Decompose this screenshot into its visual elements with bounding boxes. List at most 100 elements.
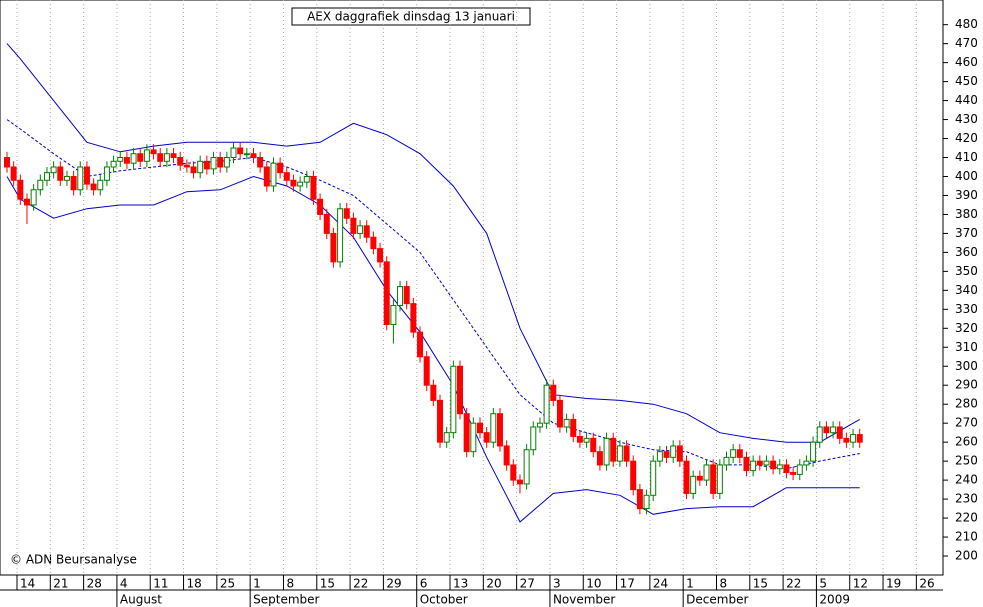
candle-body (210, 157, 217, 170)
candle-body (350, 217, 357, 234)
candle-body (3, 157, 10, 168)
candle-body (536, 422, 543, 428)
candle-body (850, 434, 857, 443)
candle-body (223, 157, 230, 168)
candle-body (403, 286, 410, 305)
candle-body (137, 153, 144, 162)
candle-body (556, 399, 563, 428)
candle-body (810, 441, 817, 462)
y-tick-label: 350 (955, 264, 978, 278)
candle-body (397, 286, 404, 307)
y-tick-label: 200 (955, 549, 978, 563)
candle-body (277, 162, 284, 174)
candle-body (250, 153, 257, 159)
candle-body (423, 356, 430, 386)
y-tick-label: 410 (955, 150, 978, 164)
month-label: August (120, 593, 162, 607)
x-tick-label: 1 (253, 577, 261, 591)
candle-body (803, 460, 810, 466)
candle-body (663, 451, 670, 458)
x-tick-label: 24 (653, 577, 668, 591)
month-label: December (686, 593, 748, 607)
candle-body (483, 432, 490, 443)
candle-body (476, 422, 483, 434)
candle-body (683, 460, 690, 494)
title-box (291, 7, 531, 26)
month-label: September (253, 593, 319, 607)
candle-body (217, 157, 224, 168)
y-tick-label: 320 (955, 321, 978, 335)
y-tick-label: 420 (955, 131, 978, 145)
candle-body (856, 434, 863, 443)
candle-body (783, 464, 790, 474)
candle-body (290, 179, 297, 187)
month-label: October (420, 593, 468, 607)
x-tick-label: 18 (187, 577, 202, 591)
candle-body (816, 426, 823, 443)
candle-body (370, 236, 377, 250)
y-tick-label: 380 (955, 207, 978, 221)
x-tick-label: 4 (120, 577, 128, 591)
candle-body (343, 208, 350, 219)
y-tick-label: 470 (955, 36, 978, 50)
y-tick-label: 480 (955, 17, 978, 31)
x-tick-label: 20 (486, 577, 501, 591)
candle-body (516, 479, 523, 485)
candle-body (37, 179, 44, 191)
candle-body (676, 445, 683, 462)
candle-body (263, 166, 270, 187)
candle-body (830, 426, 837, 434)
candle-body (450, 365, 457, 434)
candle-body (157, 153, 164, 162)
candle-body (670, 445, 677, 458)
x-tick-label: 14 (20, 577, 35, 591)
candle-body (390, 305, 397, 326)
candle-body (650, 460, 657, 496)
y-tick-label: 230 (955, 492, 978, 506)
candle-body (117, 157, 124, 162)
candle-body (90, 183, 97, 191)
candle-body (770, 460, 777, 470)
candle-body (836, 426, 843, 439)
y-tick-label: 340 (955, 283, 978, 297)
candle-body (563, 418, 570, 428)
band-middle (6, 119, 860, 470)
y-tick-label: 310 (955, 340, 978, 354)
candle-body (623, 445, 630, 462)
candle-body (303, 175, 310, 183)
candle-body (603, 437, 610, 466)
candle-body (510, 464, 517, 481)
candle-body (43, 172, 50, 181)
band-upper (6, 43, 860, 443)
y-tick-label: 390 (955, 188, 978, 202)
candle-body (457, 365, 464, 415)
candle-body (357, 225, 364, 234)
x-tick-label: 8 (719, 577, 727, 591)
candle-body (430, 384, 437, 401)
y-tick-label: 280 (955, 397, 978, 411)
x-tick-label: 12 (853, 577, 868, 591)
y-tick-label: 450 (955, 74, 978, 88)
candle-body (550, 384, 557, 401)
candle-body (643, 494, 650, 510)
candle-body (30, 189, 37, 206)
y-tick-label: 370 (955, 226, 978, 240)
month-label: November (553, 593, 615, 607)
candle-body (570, 418, 577, 437)
x-tick-label: 3 (553, 577, 561, 591)
y-tick-label: 240 (955, 473, 978, 487)
candle-body (150, 149, 157, 155)
candle-body (763, 460, 770, 466)
candle-body (636, 489, 643, 510)
candle-body (530, 426, 537, 451)
candle-body (576, 435, 583, 443)
x-tick-label: 28 (87, 577, 102, 591)
candle-body (596, 451, 603, 466)
x-tick-label: 11 (153, 577, 168, 591)
candle-body (257, 157, 264, 168)
candle-body (776, 464, 783, 470)
candle-body (610, 437, 617, 462)
candle-body (543, 384, 550, 424)
x-tick-label: 8 (286, 577, 294, 591)
